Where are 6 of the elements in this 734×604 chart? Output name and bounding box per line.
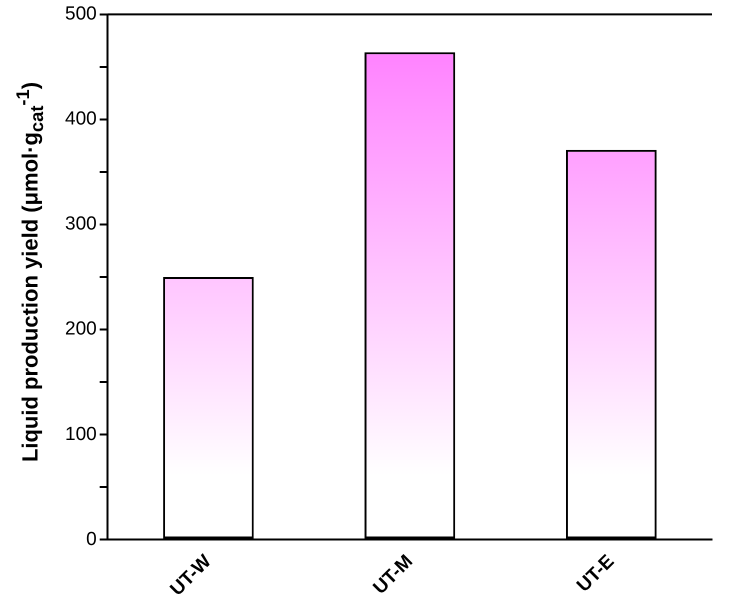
- y-tick-label: 0: [86, 528, 97, 550]
- y-tick-label: 200: [65, 318, 97, 340]
- y-tick-label: 400: [65, 108, 97, 130]
- y-tick-label: 100: [65, 424, 97, 445]
- y-tick-label: 500: [65, 4, 97, 25]
- y-tick-label: 300: [65, 214, 97, 235]
